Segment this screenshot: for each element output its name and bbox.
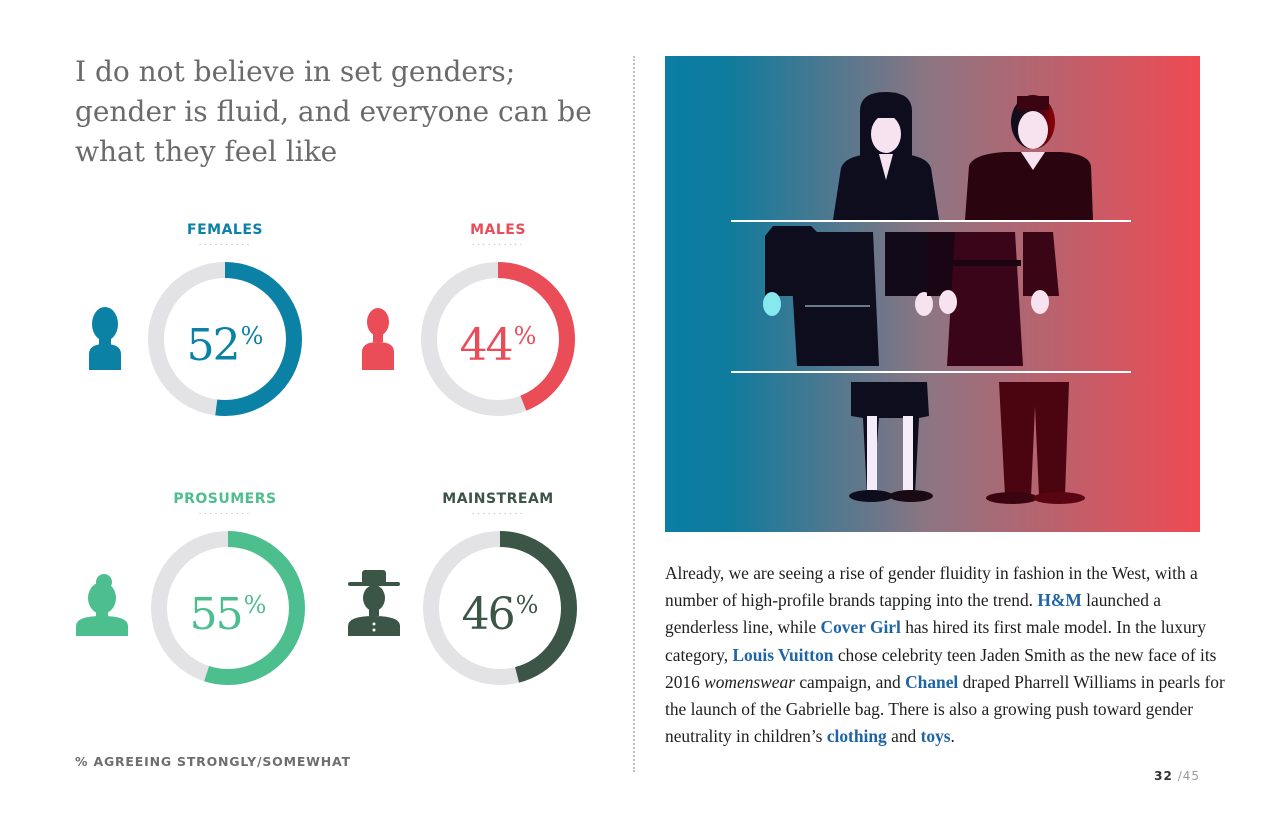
footnote: % AGREEING STRONGLY/SOMEWHAT xyxy=(75,754,351,769)
article-period: . xyxy=(950,726,955,747)
man-with-hat-icon xyxy=(348,570,400,636)
value-number: 46 xyxy=(461,589,516,640)
ring-value-arc xyxy=(151,531,305,685)
value-number: 55 xyxy=(189,589,244,640)
brand-link-chanel[interactable]: Chanel xyxy=(905,671,959,692)
label-dots: ·········· xyxy=(471,239,525,250)
article-sentence: Already, we are seeing a rise of gender … xyxy=(665,563,1198,611)
article-sentence: draped Pharrell Williams in pearls for t… xyxy=(665,671,1225,747)
percent-sign: % xyxy=(515,591,539,619)
ring-label-females: FEMALES xyxy=(187,222,263,238)
total-pages: /45 xyxy=(1177,769,1200,783)
link-clothing[interactable]: clothing xyxy=(826,726,887,747)
current-page: 32 xyxy=(1154,769,1173,783)
value-number: 44 xyxy=(459,320,514,371)
ring-value-mainstream: 46% xyxy=(410,580,590,640)
label-dots: ·········· xyxy=(471,508,525,519)
brand-link-hm[interactable]: H&M xyxy=(1037,590,1082,611)
woman-icon xyxy=(89,307,121,370)
article-emphasis: womenswear xyxy=(704,671,795,692)
ring-value-prosumers: 55% xyxy=(138,580,318,640)
ring-label-mainstream: MAINSTREAM xyxy=(442,491,554,507)
article-sentence: chose celebrity teen Jaden Smith as the … xyxy=(665,644,1217,692)
link-toys[interactable]: toys xyxy=(920,726,951,747)
percent-sign: % xyxy=(240,322,264,350)
ring-label-prosumers: PROSUMERS xyxy=(173,491,277,507)
donut-ring-mainstream xyxy=(423,531,577,685)
dotted-divider xyxy=(633,56,635,772)
article-text: Already, we are seeing a rise of gender … xyxy=(665,560,1225,750)
donut-ring-prosumers xyxy=(151,531,305,685)
donut-ring-females xyxy=(148,262,302,416)
donut-ring-males xyxy=(421,262,575,416)
label-dots: ·········· xyxy=(198,508,252,519)
brand-link-cover-girl[interactable]: Cover Girl xyxy=(820,617,901,638)
article-sentence: campaign, and xyxy=(799,671,901,692)
percent-sign: % xyxy=(243,591,267,619)
woman-icon xyxy=(76,574,128,636)
headline: I do not believe in set genders; gender … xyxy=(75,55,592,168)
ring-label-males: MALES xyxy=(470,222,526,238)
article-sentence: has hired its first male model. In the l… xyxy=(665,617,1207,665)
gender-fluid-figures-icon xyxy=(665,56,1200,532)
ring-value-arc xyxy=(148,262,302,416)
label-dots: ·········· xyxy=(198,239,252,250)
ring-value-arc xyxy=(421,262,575,416)
ring-value-males: 44% xyxy=(408,311,588,371)
page-number: 32 /45 xyxy=(1100,769,1200,783)
brand-link-louis-vuitton[interactable]: Louis Vuitton xyxy=(732,644,834,665)
ring-value-arc xyxy=(423,531,577,685)
article-word: and xyxy=(891,726,917,747)
percent-sign: % xyxy=(513,322,537,350)
man-icon xyxy=(362,308,394,370)
article-sentence: launched a genderless line, while xyxy=(665,590,1162,638)
value-number: 52 xyxy=(186,320,241,371)
ring-value-females: 52% xyxy=(135,311,315,371)
